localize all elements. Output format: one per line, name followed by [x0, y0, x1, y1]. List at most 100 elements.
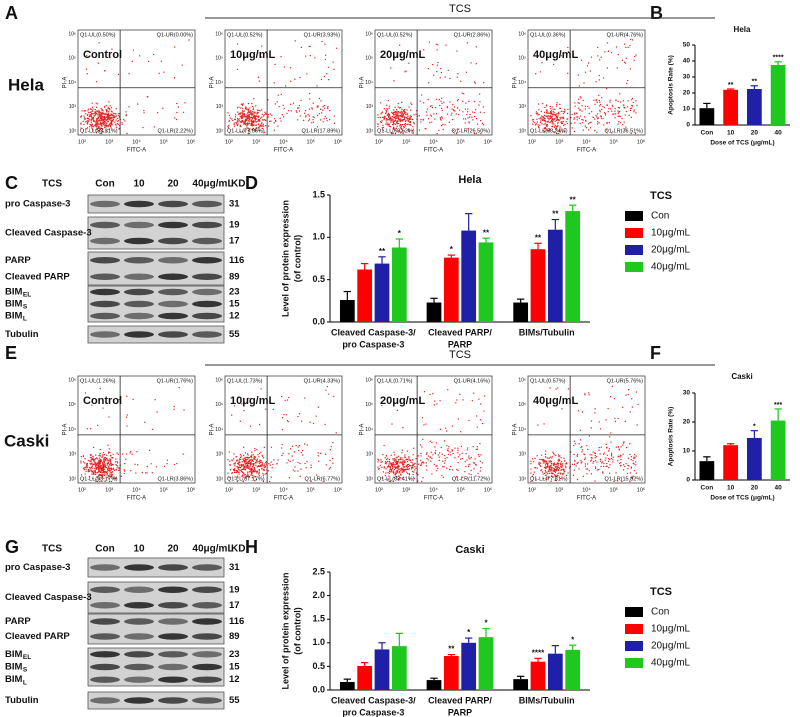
event-dot: [557, 118, 558, 119]
event-dot: [96, 102, 97, 103]
event-dot: [300, 469, 301, 470]
event-dot: [597, 102, 598, 103]
event-dot: [391, 471, 392, 472]
event-dot: [443, 466, 444, 467]
event-dot: [107, 463, 108, 464]
event-dot: [117, 462, 118, 463]
event-dot: [297, 416, 298, 417]
event-dot: [332, 463, 333, 464]
event-dot: [118, 74, 119, 75]
event-dot: [541, 62, 542, 63]
event-dot: [389, 473, 390, 474]
chart-title: Caski: [455, 544, 484, 556]
event-dot: [593, 461, 594, 462]
event-dot: [92, 464, 93, 465]
x-tick-label: 10²: [375, 487, 383, 493]
event-dot: [594, 412, 595, 413]
bar: [340, 682, 355, 690]
event-dot: [636, 391, 637, 392]
event-dot: [553, 453, 554, 454]
event-dot: [428, 68, 429, 69]
event-dot: [558, 469, 559, 470]
event-dot: [98, 126, 99, 127]
event-dot: [462, 458, 463, 459]
event-dot: [389, 108, 390, 109]
event-dot: [325, 454, 326, 455]
event-dot: [102, 116, 103, 117]
event-dot: [462, 111, 463, 112]
event-dot: [234, 465, 235, 466]
event-dot: [445, 458, 446, 459]
event-dot: [115, 461, 116, 462]
event-dot: [117, 118, 118, 119]
blot-band: [124, 676, 154, 682]
event-dot: [227, 126, 228, 127]
event-dot: [178, 107, 179, 108]
row-label: pro Caspase-3: [5, 562, 70, 573]
event-dot: [412, 119, 413, 120]
event-dot: [393, 114, 394, 115]
event-dot: [252, 106, 253, 107]
event-dot: [599, 75, 600, 76]
event-dot: [625, 126, 626, 127]
event-dot: [330, 460, 331, 461]
event-dot: [101, 468, 102, 469]
event-dot: [466, 459, 467, 460]
event-dot: [274, 122, 275, 123]
event-dot: [137, 464, 138, 465]
legend-swatch: [625, 262, 643, 272]
event-dot: [454, 448, 455, 449]
event-dot: [248, 457, 249, 458]
event-dot: [115, 119, 116, 120]
event-dot: [296, 445, 297, 446]
x-tick-label: Con: [701, 130, 714, 137]
event-dot: [605, 114, 606, 115]
event-dot: [92, 471, 93, 472]
event-dot: [627, 465, 628, 466]
event-dot: [252, 111, 253, 112]
event-dot: [476, 63, 477, 64]
event-dot: [608, 450, 609, 451]
event-dot: [269, 121, 270, 122]
event-dot: [96, 126, 97, 127]
event-dot: [434, 446, 435, 447]
event-dot: [553, 123, 554, 124]
event-dot: [630, 411, 631, 412]
event-dot: [239, 470, 240, 471]
event-dot: [241, 122, 242, 123]
event-dot: [256, 472, 257, 473]
event-dot: [544, 473, 545, 474]
event-dot: [183, 112, 184, 113]
event-dot: [473, 468, 474, 469]
panel-letter: H: [245, 537, 258, 557]
event-dot: [236, 124, 237, 125]
event-dot: [615, 108, 616, 109]
event-dot: [477, 446, 478, 447]
row-label-sub: S: [23, 304, 28, 311]
event-dot: [297, 470, 298, 471]
event-dot: [382, 454, 383, 455]
event-dot: [290, 81, 291, 82]
event-dot: [480, 120, 481, 121]
event-dot: [385, 457, 386, 458]
event-dot: [389, 119, 390, 120]
event-dot: [98, 123, 99, 124]
event-dot: [80, 461, 81, 462]
lane-label: 20: [167, 179, 179, 190]
event-dot: [426, 115, 427, 116]
event-dot: [393, 462, 394, 463]
event-dot: [541, 123, 542, 124]
event-dot: [167, 460, 168, 461]
event-dot: [553, 109, 554, 110]
event-dot: [626, 447, 627, 448]
event-dot: [611, 52, 612, 53]
event-dot: [98, 455, 99, 456]
event-dot: [407, 451, 408, 452]
event-dot: [470, 62, 471, 63]
event-dot: [387, 124, 388, 125]
event-dot: [597, 113, 598, 114]
event-dot: [151, 463, 152, 464]
event-dot: [377, 466, 378, 467]
event-dot: [414, 123, 415, 124]
event-dot: [436, 465, 437, 466]
